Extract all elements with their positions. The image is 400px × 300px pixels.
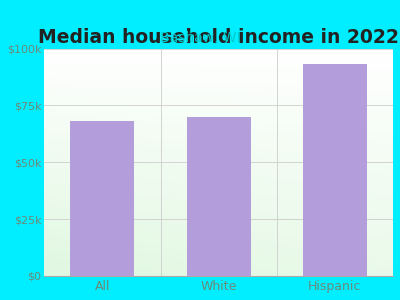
Text: Bashaw, WI: Bashaw, WI (160, 32, 240, 46)
Bar (187, 117, 251, 276)
Bar (303, 64, 367, 276)
Title: Median household income in 2022: Median household income in 2022 (38, 28, 399, 47)
Bar (70, 121, 134, 276)
